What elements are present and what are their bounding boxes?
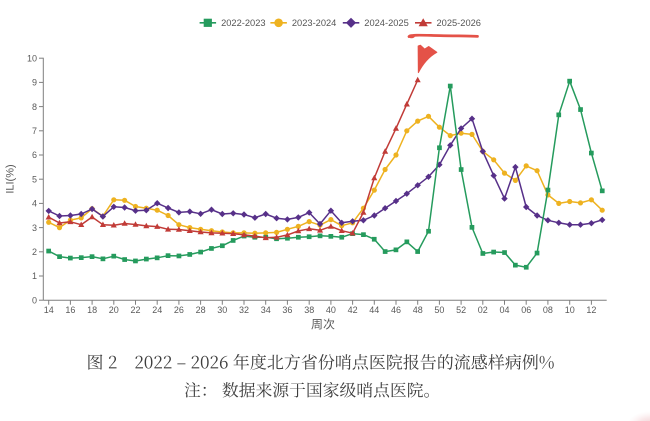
svg-text:50: 50 bbox=[434, 305, 444, 315]
svg-text:9: 9 bbox=[32, 78, 37, 88]
svg-text:8: 8 bbox=[32, 102, 37, 112]
svg-text:02: 02 bbox=[478, 305, 488, 315]
svg-text:14: 14 bbox=[44, 305, 54, 315]
svg-text:12: 12 bbox=[586, 305, 596, 315]
svg-text:2022-2023: 2022-2023 bbox=[221, 18, 265, 28]
svg-text:28: 28 bbox=[196, 305, 206, 315]
svg-text:52: 52 bbox=[456, 305, 466, 315]
svg-text:ILI(%): ILI(%) bbox=[5, 164, 17, 193]
svg-text:7: 7 bbox=[32, 126, 37, 136]
svg-text:46: 46 bbox=[391, 305, 401, 315]
svg-text:40: 40 bbox=[326, 305, 336, 315]
svg-text:22: 22 bbox=[130, 305, 140, 315]
svg-text:2: 2 bbox=[32, 247, 37, 257]
svg-text:2025-2026: 2025-2026 bbox=[437, 18, 481, 28]
svg-text:38: 38 bbox=[304, 305, 314, 315]
svg-text:20: 20 bbox=[109, 305, 119, 315]
svg-text:16: 16 bbox=[65, 305, 75, 315]
svg-text:2023-2024: 2023-2024 bbox=[292, 18, 336, 28]
svg-text:10: 10 bbox=[565, 305, 575, 315]
svg-text:3: 3 bbox=[32, 223, 37, 233]
svg-text:42: 42 bbox=[348, 305, 358, 315]
svg-text:0: 0 bbox=[32, 295, 37, 305]
svg-text:32: 32 bbox=[239, 305, 249, 315]
svg-text:5: 5 bbox=[32, 174, 37, 184]
svg-text:4: 4 bbox=[32, 199, 37, 209]
svg-text:2024-2025: 2024-2025 bbox=[364, 18, 408, 28]
svg-text:04: 04 bbox=[499, 305, 509, 315]
svg-text:26: 26 bbox=[174, 305, 184, 315]
svg-text:44: 44 bbox=[369, 305, 379, 315]
svg-text:1: 1 bbox=[32, 271, 37, 281]
svg-text:34: 34 bbox=[261, 305, 271, 315]
svg-text:06: 06 bbox=[521, 305, 531, 315]
svg-text:30: 30 bbox=[217, 305, 227, 315]
svg-text:08: 08 bbox=[543, 305, 553, 315]
svg-text:10: 10 bbox=[27, 53, 37, 63]
svg-text:6: 6 bbox=[32, 150, 37, 160]
svg-text:36: 36 bbox=[282, 305, 292, 315]
svg-text:48: 48 bbox=[413, 305, 423, 315]
svg-text:24: 24 bbox=[152, 305, 162, 315]
svg-text:18: 18 bbox=[87, 305, 97, 315]
